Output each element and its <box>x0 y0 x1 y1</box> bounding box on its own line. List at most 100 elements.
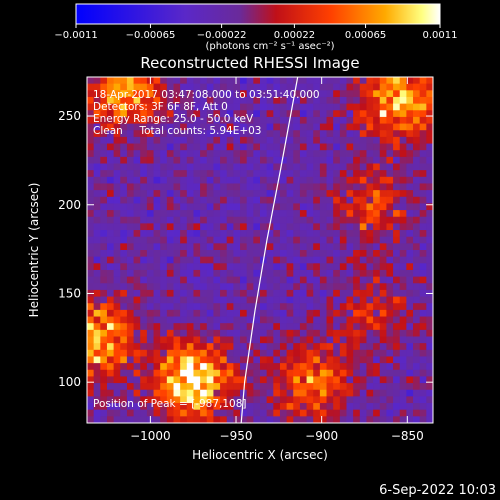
heatmap-pixel <box>393 196 401 205</box>
heatmap-pixel <box>366 163 374 171</box>
heatmap-pixel <box>379 90 388 98</box>
heatmap-pixel <box>313 230 321 238</box>
heatmap-pixel <box>293 329 301 338</box>
heatmap-pixel <box>220 96 228 105</box>
heatmap-pixel <box>113 210 121 218</box>
heatmap-pixel <box>299 123 308 131</box>
heatmap-pixel <box>93 196 101 205</box>
heatmap-pixel <box>379 103 388 111</box>
heatmap-pixel <box>106 150 115 158</box>
heatmap-pixel <box>399 196 407 205</box>
heatmap-pixel <box>319 236 328 244</box>
heatmap-pixel <box>186 323 195 331</box>
heatmap-pixel <box>299 409 308 417</box>
heatmap-pixel <box>186 130 195 138</box>
heatmap-pixel <box>399 256 407 264</box>
heatmap-pixel <box>353 150 361 158</box>
heatmap-pixel <box>113 130 121 138</box>
heatmap-pixel <box>333 163 341 171</box>
heatmap-pixel <box>206 156 215 165</box>
heatmap-pixel <box>399 163 407 171</box>
heatmap-pixel <box>153 203 161 211</box>
heatmap-pixel <box>413 416 421 423</box>
heatmap-pixel <box>173 336 181 344</box>
heatmap-pixel <box>386 190 394 198</box>
heatmap-pixel <box>166 190 175 198</box>
heatmap-pixel <box>246 150 254 158</box>
heatmap-pixel <box>160 77 168 85</box>
heatmap-pixel <box>366 103 374 111</box>
heatmap-pixel <box>299 236 308 244</box>
heatmap-pixel <box>140 316 148 324</box>
heatmap-pixel <box>220 363 228 371</box>
heatmap-pixel <box>426 416 433 423</box>
heatmap-pixel <box>353 196 361 205</box>
heatmap-pixel <box>286 203 294 211</box>
heatmap-pixel <box>379 116 388 125</box>
heatmap-pixel <box>113 96 121 105</box>
heatmap-pixel <box>386 383 394 391</box>
heatmap-pixel <box>419 96 427 105</box>
heatmap-pixel <box>186 296 195 304</box>
heatmap-pixel <box>279 77 288 85</box>
heatmap-pixel <box>333 376 341 384</box>
heatmap-pixel <box>153 263 161 271</box>
heatmap-pixel <box>120 183 128 191</box>
heatmap-pixel <box>326 150 334 158</box>
heatmap-pixel <box>319 210 328 218</box>
heatmap-pixel <box>306 356 314 364</box>
heatmap-pixel <box>406 323 414 331</box>
heatmap-pixel <box>346 236 354 244</box>
heatmap-pixel <box>339 283 348 291</box>
heatmap-pixel <box>339 263 348 271</box>
heatmap-pixel <box>426 276 433 284</box>
heatmap-pixel <box>133 376 141 384</box>
heatmap-pixel <box>206 256 215 264</box>
heatmap-pixel <box>193 77 201 85</box>
heatmap-pixel <box>406 230 414 238</box>
heatmap-pixel <box>193 96 201 105</box>
heatmap-pixel <box>186 110 195 118</box>
heatmap-pixel <box>353 316 361 324</box>
heatmap-pixel <box>87 363 95 371</box>
heatmap-pixel <box>106 383 115 391</box>
heatmap-pixel <box>339 356 348 364</box>
heatmap-pixel <box>399 170 407 178</box>
heatmap-pixel <box>180 389 188 397</box>
colorbar-tick-label: 0.00065 <box>345 30 386 41</box>
heatmap-pixel <box>393 363 401 371</box>
heatmap-pixel <box>87 356 95 364</box>
heatmap-pixel <box>279 230 288 238</box>
heatmap-pixel <box>180 190 188 198</box>
heatmap-pixel <box>406 416 414 423</box>
heatmap-pixel <box>153 276 161 284</box>
heatmap-pixel <box>359 269 368 278</box>
heatmap-pixel <box>173 236 181 244</box>
heatmap-pixel <box>226 256 234 264</box>
heatmap-pixel <box>126 110 135 118</box>
heatmap-pixel <box>213 190 221 198</box>
heatmap-pixel <box>346 356 354 364</box>
heatmap-pixel <box>113 336 121 344</box>
heatmap-pixel <box>319 136 328 145</box>
heatmap-pixel <box>146 409 155 417</box>
heatmap-pixel <box>106 329 115 338</box>
heatmap-pixel <box>93 416 101 423</box>
heatmap-pixel <box>406 103 414 111</box>
heatmap-pixel <box>200 349 208 358</box>
heatmap-pixel <box>226 416 234 423</box>
heatmap-pixel <box>339 396 348 404</box>
heatmap-pixel <box>253 283 261 291</box>
heatmap-pixel <box>393 276 401 284</box>
heatmap-pixel <box>140 90 148 98</box>
heatmap-pixel <box>426 223 433 231</box>
heatmap-pixel <box>366 349 374 358</box>
heatmap-pixel <box>226 150 234 158</box>
heatmap-pixel <box>126 196 135 205</box>
heatmap-pixel <box>406 336 414 344</box>
heatmap-pixel <box>286 183 294 191</box>
heatmap-pixel <box>366 83 374 91</box>
heatmap-pixel <box>160 90 168 98</box>
heatmap-pixel <box>366 123 374 131</box>
heatmap-pixel <box>146 376 155 384</box>
